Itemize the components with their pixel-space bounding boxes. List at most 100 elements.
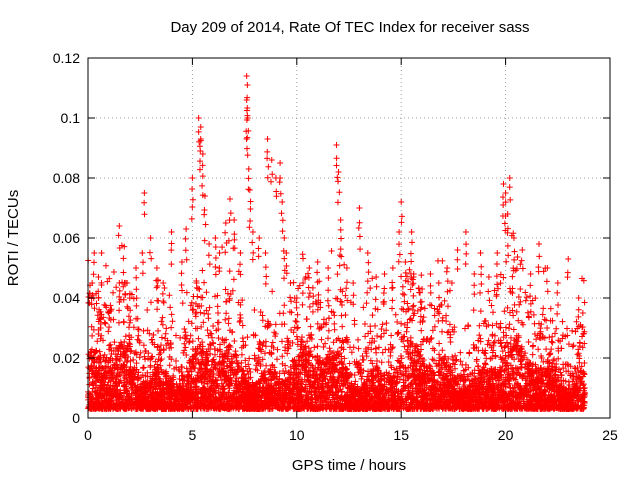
data-point [94,312,101,319]
data-point [555,355,562,362]
data-point [447,287,454,294]
data-point [359,373,366,380]
data-point [540,305,547,312]
data-point [339,365,346,372]
data-point [257,308,264,315]
data-point [383,320,390,327]
data-point [235,268,242,275]
data-point [331,320,338,327]
data-point [309,308,316,315]
data-point [441,297,448,304]
data-point [486,341,493,348]
data-point [167,341,174,348]
data-point [452,365,459,372]
data-point [565,341,572,348]
data-point [304,338,311,345]
data-point [578,369,585,376]
data-point [514,351,521,358]
data-point [326,364,333,371]
data-point [360,304,367,311]
data-point [90,354,97,361]
data-point [325,335,332,342]
data-point [159,321,166,328]
data-point [299,251,306,258]
data-point [553,325,560,332]
data-point [427,336,434,343]
data-point [401,291,408,298]
data-point [223,298,230,305]
data-point [337,298,344,305]
data-point [499,348,506,355]
data-point [330,339,337,346]
data-point [93,300,100,307]
data-point [487,355,494,362]
data-point [272,321,279,328]
data-point [446,364,453,371]
data-point [148,355,155,362]
data-point [388,332,395,339]
data-point [181,340,188,347]
data-point [540,268,547,275]
data-point [539,311,546,318]
data-point [158,334,165,341]
data-point [341,261,348,268]
data-point [158,318,165,325]
data-point [279,338,286,345]
data-point [102,262,109,269]
data-point [210,374,217,381]
data-point [117,339,124,346]
data-point [168,324,175,331]
data-point [328,247,335,254]
data-point [280,368,287,375]
data-point [403,328,410,335]
data-point [251,307,258,314]
data-point [225,320,232,327]
data-point [367,323,374,330]
data-point [233,369,240,376]
data-point [525,339,532,346]
data-point [279,353,286,360]
data-point [147,362,154,369]
data-point [215,309,222,316]
data-point [144,327,151,334]
data-point [279,360,286,367]
data-point [107,370,114,377]
data-point [204,327,211,334]
data-point [122,333,129,340]
data-point [136,354,143,361]
data-point [377,334,384,341]
data-point [566,381,573,388]
data-point [401,343,408,350]
data-point [181,326,188,332]
data-point [110,289,117,296]
data-point [121,279,128,286]
data-point [188,299,195,306]
data-point [578,363,585,370]
data-point [500,329,507,336]
data-point [233,375,240,382]
data-point [523,294,530,301]
data-point [128,347,135,354]
data-point [444,303,451,310]
data-point [496,324,503,331]
data-point [212,351,219,358]
data-point [168,311,175,318]
data-point [439,347,446,354]
data-point [538,377,545,384]
data-point [429,327,436,334]
data-point [199,339,206,346]
data-point [510,326,517,333]
data-point [531,331,538,338]
data-point [476,332,483,339]
data-point [274,346,281,353]
data-point [420,314,427,321]
data-point [192,325,199,332]
data-point [307,323,314,330]
data-point [517,261,524,268]
data-point [201,237,208,244]
data-point [331,326,338,333]
data-point [237,317,244,324]
data-point [392,311,399,318]
data-point [531,320,538,327]
data-point [325,380,332,387]
